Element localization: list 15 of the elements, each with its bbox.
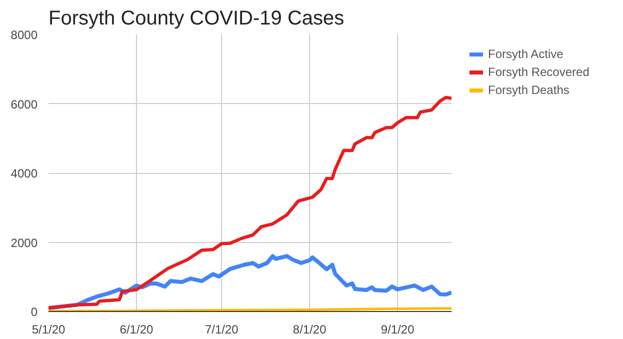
x-tick-label: 9/1/20 bbox=[380, 322, 415, 336]
y-tick-label: 8000 bbox=[10, 28, 38, 42]
x-tick-label: 5/1/20 bbox=[32, 322, 66, 336]
x-tick-label: 7/1/20 bbox=[204, 322, 239, 336]
y-tick-label: 6000 bbox=[10, 97, 38, 112]
x-tick-label: 6/1/20 bbox=[120, 322, 154, 336]
legend-label: Forsyth Deaths bbox=[488, 83, 570, 97]
y-tick-label: 2000 bbox=[10, 236, 38, 250]
y-tick-label: 4000 bbox=[10, 166, 38, 180]
y-tick-label: 0 bbox=[30, 305, 38, 319]
chart-title: Forsyth County COVID-19 Cases bbox=[48, 8, 344, 30]
legend-label: Forsyth Recovered bbox=[488, 65, 590, 79]
legend-label: Forsyth Active bbox=[488, 47, 564, 61]
x-tick-label: 8/1/20 bbox=[292, 322, 327, 336]
line-series bbox=[48, 96, 452, 310]
